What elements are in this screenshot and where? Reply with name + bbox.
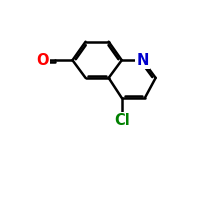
Text: N: N bbox=[136, 53, 149, 68]
Text: O: O bbox=[36, 53, 49, 68]
Text: Cl: Cl bbox=[114, 113, 130, 128]
